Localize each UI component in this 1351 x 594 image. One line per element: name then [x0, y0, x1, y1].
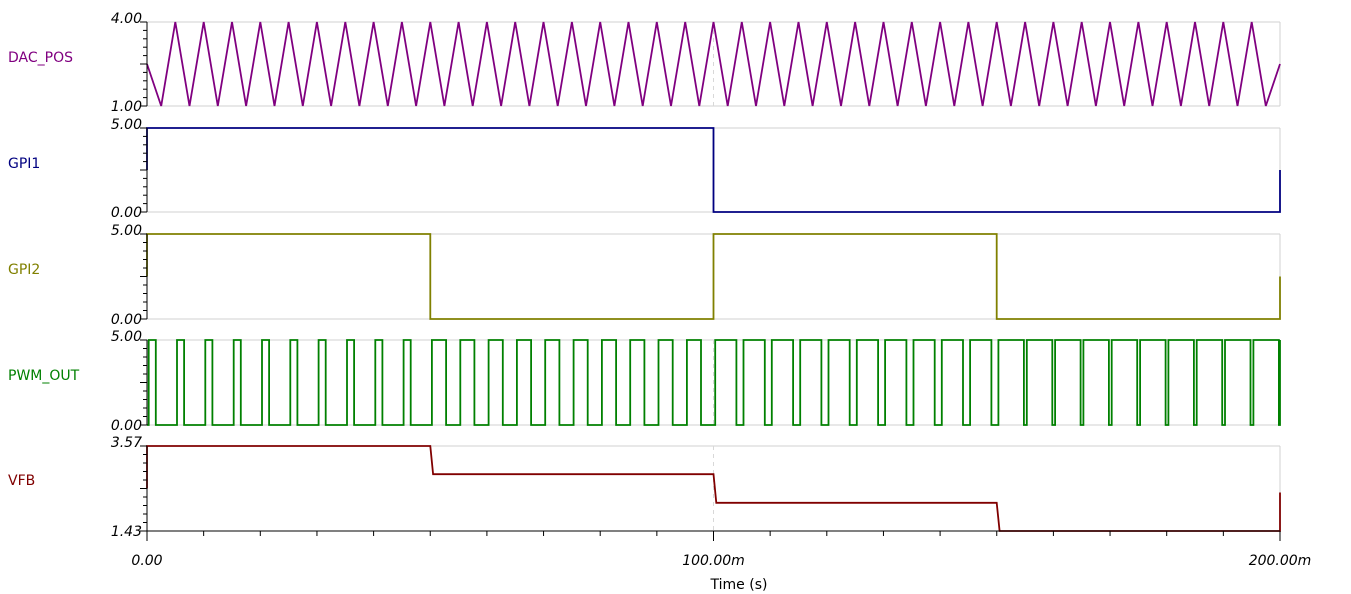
- x-tick-label: 0.00: [131, 553, 162, 569]
- gpi1-ymax-label: 5.00: [111, 117, 142, 133]
- vfb-signal-label: VFB: [8, 473, 35, 489]
- vfb-ymax-label: 3.57: [111, 435, 142, 451]
- dac-pos-ymax-label: 4.00: [111, 11, 142, 27]
- axis-layer: [140, 21, 1281, 541]
- pwm-out-ymax-label: 5.00: [111, 329, 142, 345]
- x-axis-title: Time (s): [710, 577, 768, 593]
- dac-pos-trace: [146, 21, 1281, 107]
- pwm-out-ymin-label: 0.00: [111, 418, 142, 434]
- gpi2-signal-label: GPI2: [8, 262, 40, 278]
- x-tick-label: 200.00m: [1249, 553, 1312, 569]
- pwm-out-signal-label: PWM_OUT: [8, 368, 80, 384]
- dac-pos-signal-label: DAC_POS: [8, 50, 73, 66]
- x-tick-label: 100.00m: [682, 553, 745, 569]
- gpi1-ymin-label: 0.00: [111, 205, 142, 221]
- gpi1-signal-label: GPI1: [8, 156, 40, 172]
- label-layer: 4.001.00DAC_POS5.000.00GPI15.000.00GPI25…: [8, 11, 1311, 569]
- pwm-out-trace: [147, 339, 1281, 426]
- gpi2-trace: [146, 233, 1281, 320]
- vfb-ymin-label: 1.43: [111, 524, 142, 540]
- gpi2-ymax-label: 5.00: [111, 223, 142, 239]
- gpi2-ymin-label: 0.00: [111, 312, 142, 328]
- gpi1-trace: [146, 127, 1281, 213]
- dac-pos-ymin-label: 1.00: [111, 99, 142, 115]
